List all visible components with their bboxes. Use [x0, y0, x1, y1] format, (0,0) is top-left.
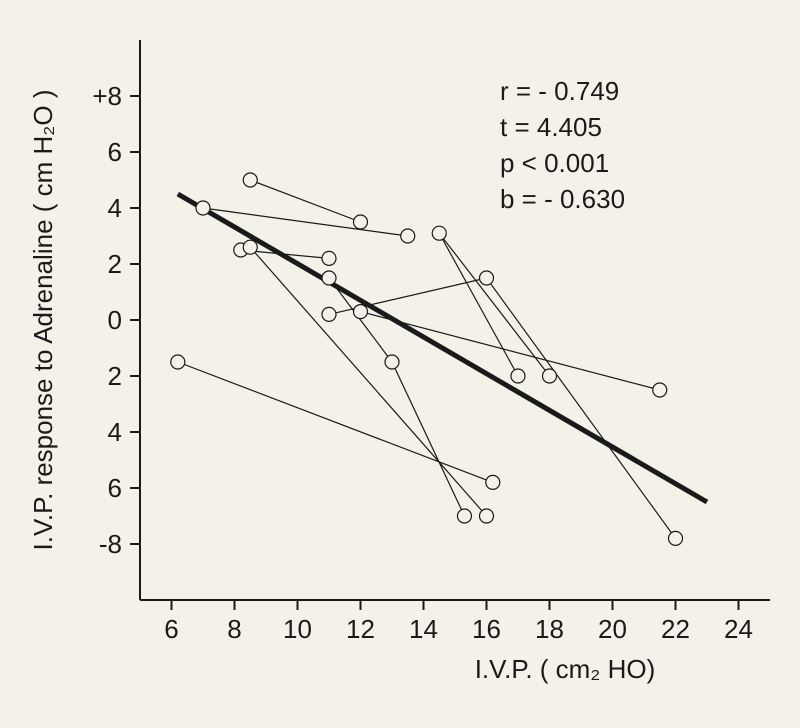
y-tick-label: 4	[108, 193, 122, 223]
data-segment	[361, 312, 660, 390]
data-segment	[487, 278, 676, 538]
y-tick-label: -8	[99, 529, 122, 559]
x-tick-label: 24	[724, 614, 753, 644]
data-point	[480, 271, 494, 285]
x-axis-label: I.V.P. ( cm₂ HO)	[475, 654, 656, 684]
x-tick-label: 6	[164, 614, 178, 644]
data-point	[480, 509, 494, 523]
data-point	[354, 215, 368, 229]
data-point	[653, 383, 667, 397]
regression-line	[178, 194, 707, 502]
x-tick-label: 16	[472, 614, 501, 644]
x-tick-label: 22	[661, 614, 690, 644]
data-point	[401, 229, 415, 243]
y-tick-label: 2	[108, 249, 122, 279]
data-point	[322, 307, 336, 321]
x-tick-label: 14	[409, 614, 438, 644]
x-tick-label: 12	[346, 614, 375, 644]
stats-line: b = - 0.630	[500, 184, 625, 214]
data-segment	[178, 362, 493, 482]
stats-line: p < 0.001	[500, 148, 609, 178]
y-tick-label: +8	[92, 81, 122, 111]
data-segment	[392, 362, 464, 516]
stats-line: t = 4.405	[500, 112, 602, 142]
data-point	[457, 509, 471, 523]
data-point	[243, 173, 257, 187]
data-point	[669, 531, 683, 545]
y-tick-label: 6	[108, 473, 122, 503]
data-segment	[203, 208, 408, 236]
y-tick-label: 6	[108, 137, 122, 167]
y-tick-label: 2	[108, 361, 122, 391]
x-tick-label: 20	[598, 614, 627, 644]
x-tick-label: 10	[283, 614, 312, 644]
x-tick-label: 8	[227, 614, 241, 644]
data-point	[322, 271, 336, 285]
y-tick-label: 4	[108, 417, 122, 447]
data-point	[243, 240, 257, 254]
x-tick-label: 18	[535, 614, 564, 644]
data-point	[486, 475, 500, 489]
data-point	[196, 201, 210, 215]
data-point	[171, 355, 185, 369]
stats-line: r = - 0.749	[500, 76, 619, 106]
y-axis-label: I.V.P. response to Adrenaline ( cm H₂O )	[28, 90, 58, 551]
chart-container: 681012141618202224+86420246-8I.V.P. ( cm…	[0, 0, 800, 728]
data-segment	[329, 278, 392, 362]
data-segment	[250, 247, 486, 516]
data-point	[511, 369, 525, 383]
data-point	[543, 369, 557, 383]
data-segment	[250, 180, 360, 222]
y-tick-label: 0	[108, 305, 122, 335]
data-point	[385, 355, 399, 369]
data-point	[322, 251, 336, 265]
data-point	[354, 305, 368, 319]
scatter-chart: 681012141618202224+86420246-8I.V.P. ( cm…	[0, 0, 800, 728]
data-point	[432, 226, 446, 240]
